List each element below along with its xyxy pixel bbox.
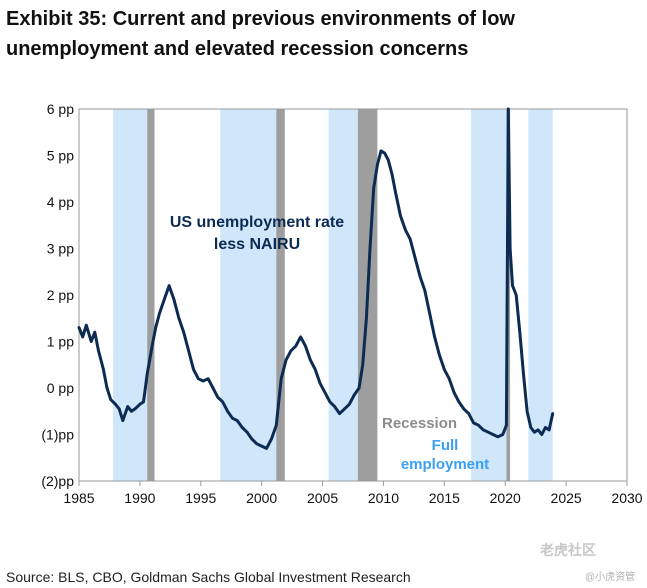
full-employment-band [328,109,358,481]
y-tick-label: 3 pp [47,241,74,257]
y-tick-label: 4 pp [47,194,74,210]
watermark-handle: @小虎资管 [585,572,636,583]
full-employment-band [528,109,553,481]
legend-full-employment-line-2: employment [401,456,489,473]
unemployment-chart: 6 pp 5 pp 4 pp 3 pp 2 pp 1 pp 0 pp (1)pp (2)pp 1… [41,101,643,506]
legend-full-employment-line-1: Full [432,437,459,454]
full-employment-band [113,109,148,481]
x-tick-label: 2030 [611,490,642,506]
annotation-line-2: less NAIRU [214,236,300,253]
shaded-periods [113,109,553,481]
full-employment-band [471,109,507,481]
title-line-1: Exhibit 35: Current and previous environ… [6,8,515,30]
recession-band [276,109,285,481]
y-axis-ticks: 6 pp 5 pp 4 pp 3 pp 2 pp 1 pp 0 pp (1)pp (2)pp [41,101,74,489]
annotation-line-1: US unemployment rate [170,214,344,231]
chart-title: Exhibit 35: Current and previous environ… [6,4,636,64]
recession-band [147,109,155,481]
x-tick-label: 2000 [246,490,277,506]
source-note: Source: BLS, CBO, Goldman Sachs Global I… [6,569,411,585]
legend-recession-label: Recession [382,415,457,432]
x-tick-label: 2020 [490,490,521,506]
x-axis-ticks: 1985 1990 1995 2000 2005 2010 2015 2020 2025 2030 [63,481,643,506]
y-tick-label: 0 pp [47,380,74,396]
x-tick-label: 2010 [368,490,399,506]
y-tick-label: 1 pp [47,334,74,350]
x-tick-label: 1985 [63,490,94,506]
x-tick-label: 2025 [551,490,582,506]
x-tick-label: 2015 [429,490,460,506]
y-tick-label: 6 pp [47,101,74,117]
y-tick-label: 2 pp [47,287,74,303]
watermark-logo-text: 老虎社区 [540,542,596,558]
title-line-2: unemployment and elevated recession conc… [6,38,469,60]
plot-frame [78,108,628,482]
x-tick-label: 2005 [307,490,338,506]
unemployment-gap-line [77,107,555,450]
x-tick-label: 1995 [185,490,216,506]
y-tick-label: (2)pp [41,473,74,489]
y-tick-label: 5 pp [47,148,74,164]
x-tick-label: 1990 [124,490,155,506]
y-tick-label: (1)pp [41,427,74,443]
full-employment-band [220,109,277,481]
